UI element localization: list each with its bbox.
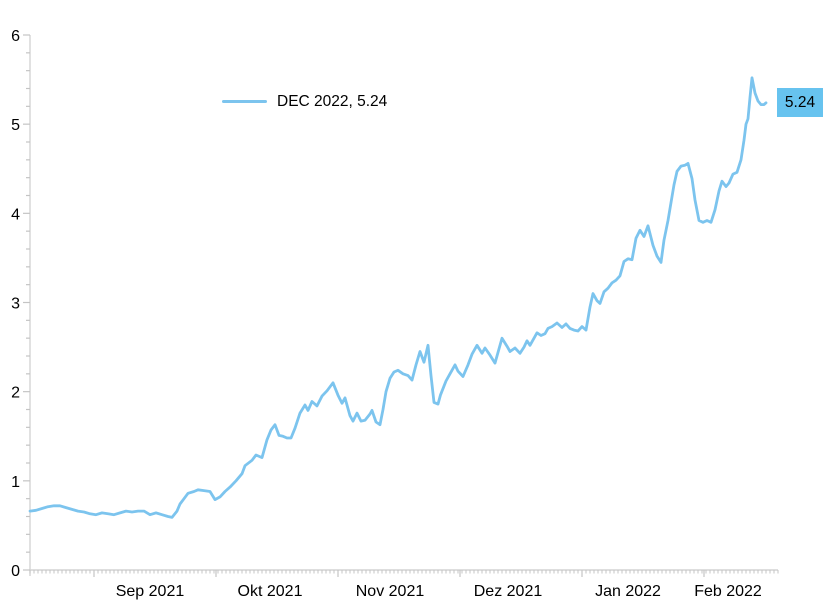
x-tick-label: Sep 2021 bbox=[116, 583, 185, 600]
y-tick-label: 1 bbox=[11, 474, 20, 491]
x-tick-label: Dez 2021 bbox=[474, 583, 543, 600]
x-tick-label: Jan 2022 bbox=[595, 583, 661, 600]
y-tick-label: 4 bbox=[11, 206, 20, 223]
y-tick-label: 0 bbox=[11, 563, 20, 580]
y-tick-label: 2 bbox=[11, 385, 20, 402]
y-tick-label: 3 bbox=[11, 296, 20, 313]
x-tick-label: Nov 2021 bbox=[356, 583, 425, 600]
price-line-series[interactable] bbox=[28, 76, 768, 519]
last-value-badge: 5.24 bbox=[777, 88, 823, 117]
legend-label: DEC 2022, 5.24 bbox=[277, 93, 388, 110]
y-tick-label: 6 bbox=[11, 28, 20, 45]
legend-line-swatch bbox=[222, 100, 267, 103]
x-tick-label: Feb 2022 bbox=[694, 583, 762, 600]
x-tick-label: Okt 2021 bbox=[238, 583, 303, 600]
legend: DEC 2022, 5.24 bbox=[222, 93, 387, 110]
y-tick-label: 5 bbox=[11, 117, 20, 134]
